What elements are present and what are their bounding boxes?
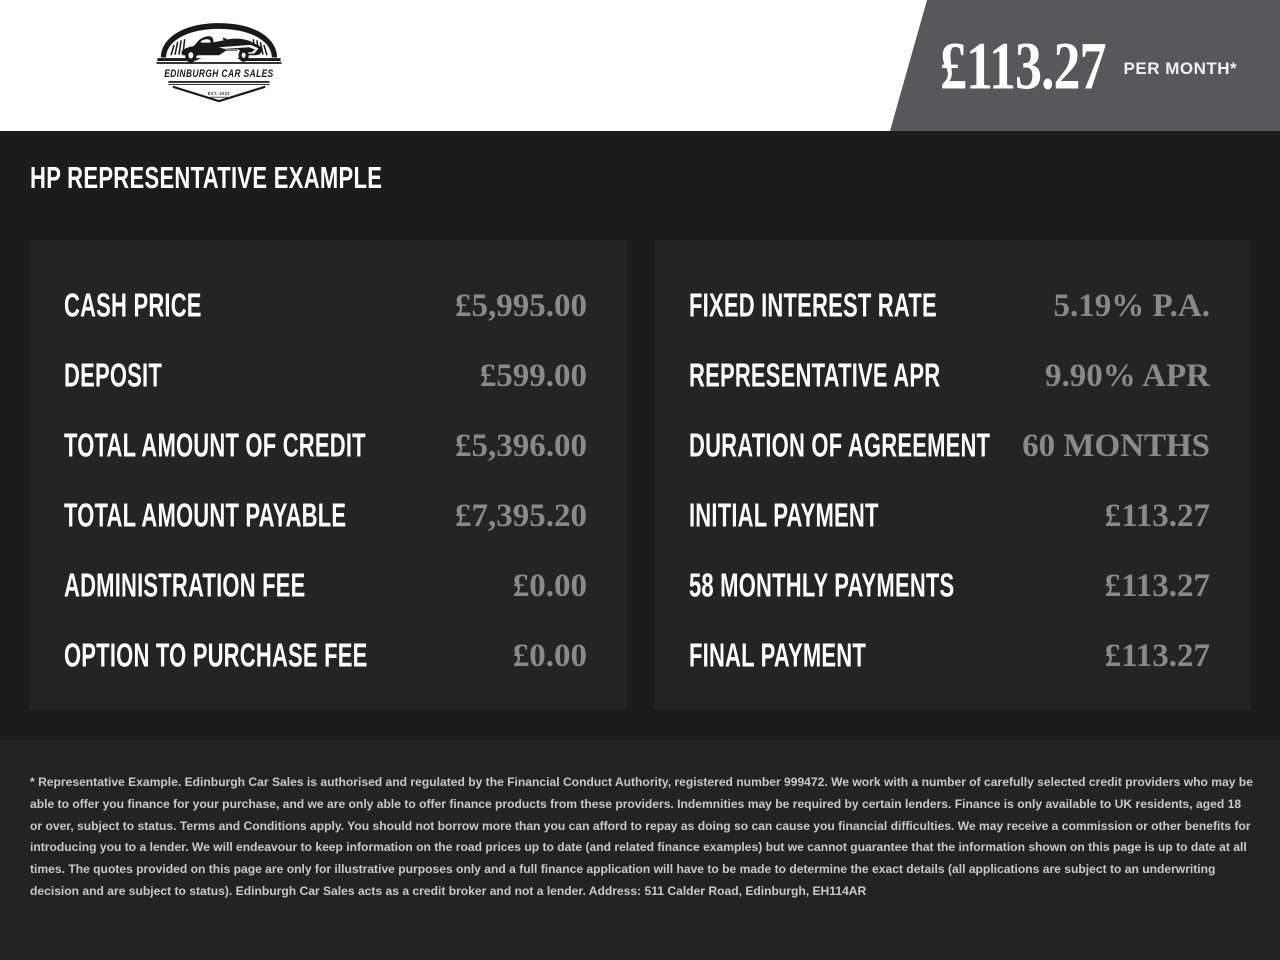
svg-text:EDINBURGH CAR SALES: EDINBURGH CAR SALES bbox=[164, 68, 273, 80]
svg-text:EST. 2022: EST. 2022 bbox=[208, 90, 230, 96]
